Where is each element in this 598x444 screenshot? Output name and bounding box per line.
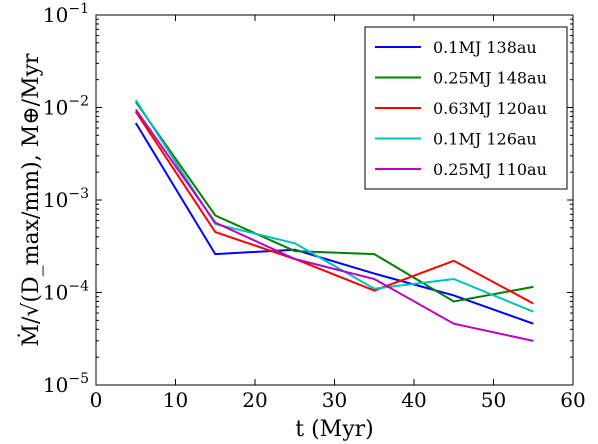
series-line-3: [134, 111, 534, 305]
x-axis-label: t (Myr): [295, 417, 373, 442]
y-tick-label: 10−3: [43, 186, 89, 212]
x-tick-label: 10: [163, 388, 188, 412]
y-tick-label: 10−5: [43, 371, 89, 397]
legend-entry-1: 0.1MJ 138au: [433, 38, 537, 57]
y-tick-exponent: −1: [68, 1, 89, 17]
y-tick-exponent: −2: [68, 94, 89, 110]
y-axis-title: Ṁ/√(D_max/mm), M⊕/Myr: [17, 53, 44, 347]
legend-entry-5: 0.25MJ 110au: [433, 160, 547, 179]
legend-entry-2: 0.25MJ 148au: [433, 69, 547, 88]
y-tick-base: 10: [43, 281, 68, 305]
x-axis-title: t (Myr): [295, 417, 373, 442]
series-line-1: [134, 122, 534, 325]
x-tick-label: 30: [322, 388, 347, 412]
legend: 0.1MJ 138au 0.25MJ 148au 0.63MJ 120au 0.1MJ…: [364, 26, 568, 190]
y-tick-label: 10−2: [43, 94, 89, 120]
x-tick-label: 60: [560, 388, 585, 412]
y-tick-label: 10−4: [43, 279, 89, 305]
y-tick-base: 10: [43, 188, 68, 212]
y-tick-base: 10: [43, 96, 68, 120]
x-tick-label: 40: [401, 388, 426, 412]
plot-frame: [95, 14, 574, 386]
series-line-5: [134, 109, 534, 342]
y-axis-label: Ṁ/√(D_max/mm), M⊕/Myr: [17, 53, 44, 347]
y-tick-base: 10: [43, 3, 68, 27]
series-layer: [134, 99, 534, 342]
legend-entry-3: 0.63MJ 120au: [433, 99, 547, 118]
x-tick-label: 50: [481, 388, 506, 412]
y-tick-label: 10−1: [43, 1, 89, 27]
legend-entry-4: 0.1MJ 126au: [433, 130, 537, 149]
y-tick-base: 10: [43, 373, 68, 397]
y-tick-exponent: −4: [68, 279, 89, 295]
x-tick-label: 20: [242, 388, 267, 412]
y-tick-exponent: −5: [68, 371, 89, 387]
y-tick-exponent: −3: [68, 186, 89, 202]
series-line-2: [134, 101, 534, 303]
x-tick-label: 0: [90, 388, 103, 412]
